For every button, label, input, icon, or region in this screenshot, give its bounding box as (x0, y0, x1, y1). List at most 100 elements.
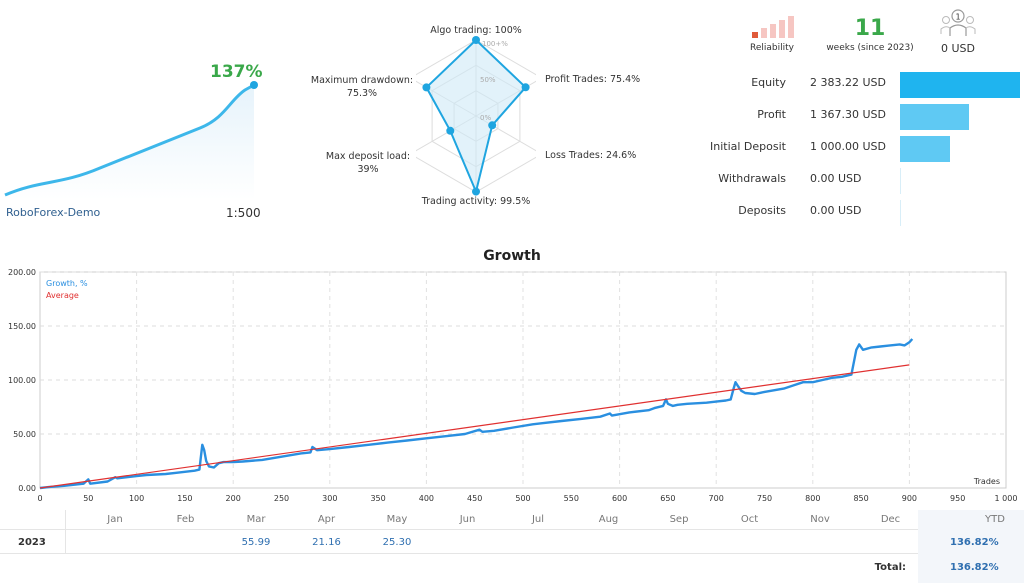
x-tick-label: 100 (129, 494, 144, 503)
year-label: 2023 (18, 537, 46, 548)
radar-ring-label-50: 50% (480, 76, 496, 84)
month-header: Nov (810, 514, 830, 525)
x-tick-label: 650 (660, 494, 675, 503)
radar-points (422, 36, 530, 196)
growth-percentage: 137% (210, 62, 263, 82)
month-value: 55.99 (241, 537, 271, 548)
stat-label: Initial Deposit (710, 140, 786, 153)
stat-row-initial-deposit: Initial Deposit 1 000.00 USD (700, 136, 1024, 162)
stat-row-deposits: Deposits 0.00 USD (700, 200, 1024, 226)
ytd-header: YTD (985, 514, 1005, 525)
radar-point-3 (472, 187, 480, 196)
month-header: Dec (880, 514, 901, 525)
x-tick-label: 900 (902, 494, 917, 503)
radar-label-max-deposit-load-value: 39% (357, 164, 379, 175)
series-line-average (39, 364, 910, 489)
x-tick-label: 400 (419, 494, 434, 503)
total-label: Total: (874, 562, 906, 573)
x-tick-label: 500 (515, 494, 530, 503)
month-value: 25.30 (382, 537, 412, 548)
x-tick-label: 750 (757, 494, 772, 503)
stat-bar (900, 136, 951, 162)
growth-y-ticks: 0.00 50.00 100.00 150.00 200.00 (8, 268, 36, 493)
month-header: Sep (669, 514, 689, 525)
broker-link[interactable]: RoboForex-Demo (6, 206, 101, 219)
x-tick-label: 150 (177, 494, 192, 503)
radar-label-max-deposit-load: Max deposit load: 39% (318, 150, 418, 176)
growth-chart: 0.00 50.00 100.00 150.00 200.00 0 50 100 150 200… (8, 268, 1017, 503)
table-mid-divider (0, 553, 1024, 554)
leverage-value: 1:500 (226, 206, 261, 220)
x-tick-label: 600 (612, 494, 627, 503)
radar-polygon (425, 38, 527, 195)
x-tick-label: 200 (226, 494, 241, 503)
reliability-icon (752, 16, 794, 38)
weeks-label: weeks (since 2023) (826, 43, 914, 53)
month-header: Feb (176, 514, 195, 525)
month-header: Jul (531, 514, 545, 525)
month-header: Aug (598, 514, 619, 525)
legend-average: Average (46, 291, 79, 300)
y-tick-label: 200.00 (8, 268, 36, 277)
month-header: Apr (317, 514, 336, 525)
radar-label-profit-trades: Profit Trades: 75.4% (545, 74, 641, 85)
growth-series (39, 338, 914, 490)
table-left-divider (65, 510, 66, 553)
month-header: Mar (246, 514, 266, 525)
month-header: Jun (459, 514, 476, 525)
subscribers-value: 0 USD (941, 42, 975, 55)
x-tick-label: 550 (564, 494, 579, 503)
month-value: 21.16 (312, 537, 341, 548)
radar-label-max-drawdown: Maximum drawdown: 75.3% (306, 74, 418, 100)
weeks-value: 11 (854, 16, 886, 41)
stat-value: 2 383.22 USD (810, 76, 886, 89)
radar-label-algo-trading: Algo trading: 100% (430, 25, 522, 36)
x-tick-label: 1 000 (995, 494, 1018, 503)
mini-growth-chart (4, 81, 258, 200)
mini-growth-endpoint (250, 81, 258, 89)
stat-value: 0.00 USD (810, 172, 862, 185)
radar-label-max-deposit-load-text: Max deposit load: (325, 151, 411, 162)
growth-x-axis-label: Trades (973, 477, 1000, 486)
stat-bar (900, 72, 1020, 98)
stat-bar (900, 104, 969, 130)
radar-label-max-drawdown-value: 75.3% (346, 88, 378, 99)
mini-growth-line (4, 83, 255, 197)
stat-label: Equity (751, 76, 786, 89)
radar-chart: 100+% 50% 0% (416, 36, 536, 196)
stat-row-equity: Equity 2 383.22 USD (700, 72, 1024, 98)
stat-label: Withdrawals (718, 172, 786, 185)
legend-growth: Growth, % (46, 279, 88, 288)
x-tick-label: 0 (37, 494, 42, 503)
y-tick-label: 0.00 (18, 484, 36, 493)
x-tick-label: 450 (467, 494, 482, 503)
stat-bar (900, 200, 901, 226)
radar-ring-label-0: 0% (480, 114, 491, 122)
x-tick-label: 300 (322, 494, 337, 503)
x-tick-label: 850 (853, 494, 868, 503)
radar-label-trading-activity: Trading activity: 99.5% (421, 196, 531, 207)
stat-label: Profit (757, 108, 786, 121)
stat-row-withdrawals: Withdrawals 0.00 USD (700, 168, 1024, 194)
radar-label-loss-trades: Loss Trades: 24.6% (545, 150, 637, 161)
stat-value: 1 367.30 USD (810, 108, 886, 121)
stat-value: 1 000.00 USD (810, 140, 886, 153)
series-line-growth (39, 338, 914, 490)
total-value: 136.82% (950, 562, 999, 573)
y-tick-label: 150.00 (8, 322, 36, 331)
y-tick-label: 100.00 (8, 376, 36, 385)
monthly-table: Jan Feb Mar Apr May Jun Jul Aug Sep Oct Nov Dec YTD… (0, 510, 1024, 583)
y-tick-label: 50.00 (13, 430, 36, 439)
radar-point-2 (488, 121, 497, 130)
x-tick-label: 50 (83, 494, 93, 503)
growth-x-ticks: 0 50 100 150 200 250 300 350 400 450 500 550 600 650 7… (37, 494, 1017, 503)
radar-point-0 (472, 36, 480, 44)
month-header: May (386, 514, 408, 525)
month-header: Oct (740, 514, 759, 525)
radar-point-4 (446, 126, 455, 135)
ytd-column-bg (918, 510, 1024, 583)
growth-chart-title: Growth (483, 248, 541, 264)
radar-label-max-drawdown-text: Maximum drawdown: (310, 75, 414, 86)
x-tick-label: 700 (709, 494, 724, 503)
x-tick-label: 950 (950, 494, 965, 503)
